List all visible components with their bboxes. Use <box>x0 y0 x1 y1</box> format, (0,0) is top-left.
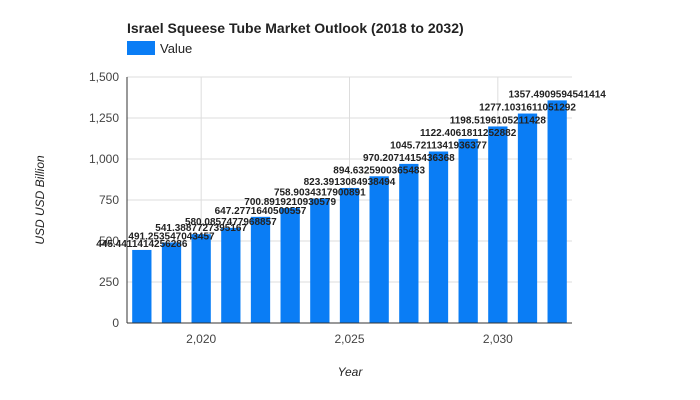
y-axis-title: USD USD Billion <box>33 155 47 245</box>
data-label-2025: 823.3913084938494 <box>304 177 396 188</box>
bar-2018 <box>132 249 152 323</box>
y-tick-label: 750 <box>99 193 119 207</box>
legend: Value <box>127 41 192 56</box>
bar-2029 <box>458 138 478 323</box>
data-label-2030: 1198.5196105211428 <box>450 115 547 126</box>
data-label-2018: 445.4411414256286 <box>96 239 188 250</box>
bar-2025 <box>339 187 360 323</box>
data-label-2023: 700.8919210930579 <box>244 197 336 208</box>
bar-2032 <box>547 100 567 323</box>
bar-2028 <box>428 151 449 323</box>
chart-title: Israel Squeese Tube Market Outlook (2018… <box>127 20 464 36</box>
y-tick-label: 1,250 <box>89 111 119 125</box>
y-tick-label: 250 <box>99 275 119 289</box>
data-label-2020: 541.3887727395167 <box>155 223 247 234</box>
x-axis-title: Year <box>338 365 364 379</box>
axes: 0 250 500 750 1,000 1,250 1,500 2,020 2,025 2,030 <box>89 70 572 346</box>
bars <box>132 100 567 324</box>
data-label-2021: 580.0857477968857 <box>185 217 277 228</box>
data-labels: 445.4411414256286491.253547043457541.388… <box>96 89 606 250</box>
y-tick-label: 1,000 <box>89 152 119 166</box>
y-tick-label: 500 <box>99 234 119 248</box>
data-label-2032: 1357.4909594541414 <box>509 89 607 100</box>
bar-2021 <box>221 227 241 323</box>
bar-2022 <box>250 216 271 323</box>
data-label-2028: 1045.7211341936377 <box>390 141 487 152</box>
data-label-2029: 1122.4061811252882 <box>420 128 517 139</box>
x-tick-label: 2,020 <box>186 332 216 346</box>
x-tick-label: 2,030 <box>483 332 513 346</box>
bar-2020 <box>191 234 211 323</box>
y-tick-label: 1,500 <box>89 70 119 84</box>
bar-2023 <box>280 208 300 323</box>
data-label-2026: 894.6325900365483 <box>333 165 425 176</box>
bar-2030 <box>488 126 508 324</box>
bar-2027 <box>399 163 419 323</box>
data-label-2031: 1277.1031611051292 <box>479 103 576 114</box>
legend-label-value: Value <box>160 41 192 56</box>
data-label-2027: 970.2071415436368 <box>363 153 455 164</box>
data-label-2024: 758.9034317900891 <box>274 188 366 199</box>
legend-swatch-value <box>127 41 155 55</box>
bar-2031 <box>517 113 538 323</box>
bar-2024 <box>310 198 330 323</box>
data-label-2019: 491.253547043457 <box>128 231 215 242</box>
bar-2026 <box>369 176 389 323</box>
data-label-2022: 647.2771640500557 <box>215 206 307 217</box>
bar-2019 <box>161 242 182 323</box>
y-tick-label: 0 <box>112 316 119 330</box>
x-tick-label: 2,025 <box>334 332 364 346</box>
